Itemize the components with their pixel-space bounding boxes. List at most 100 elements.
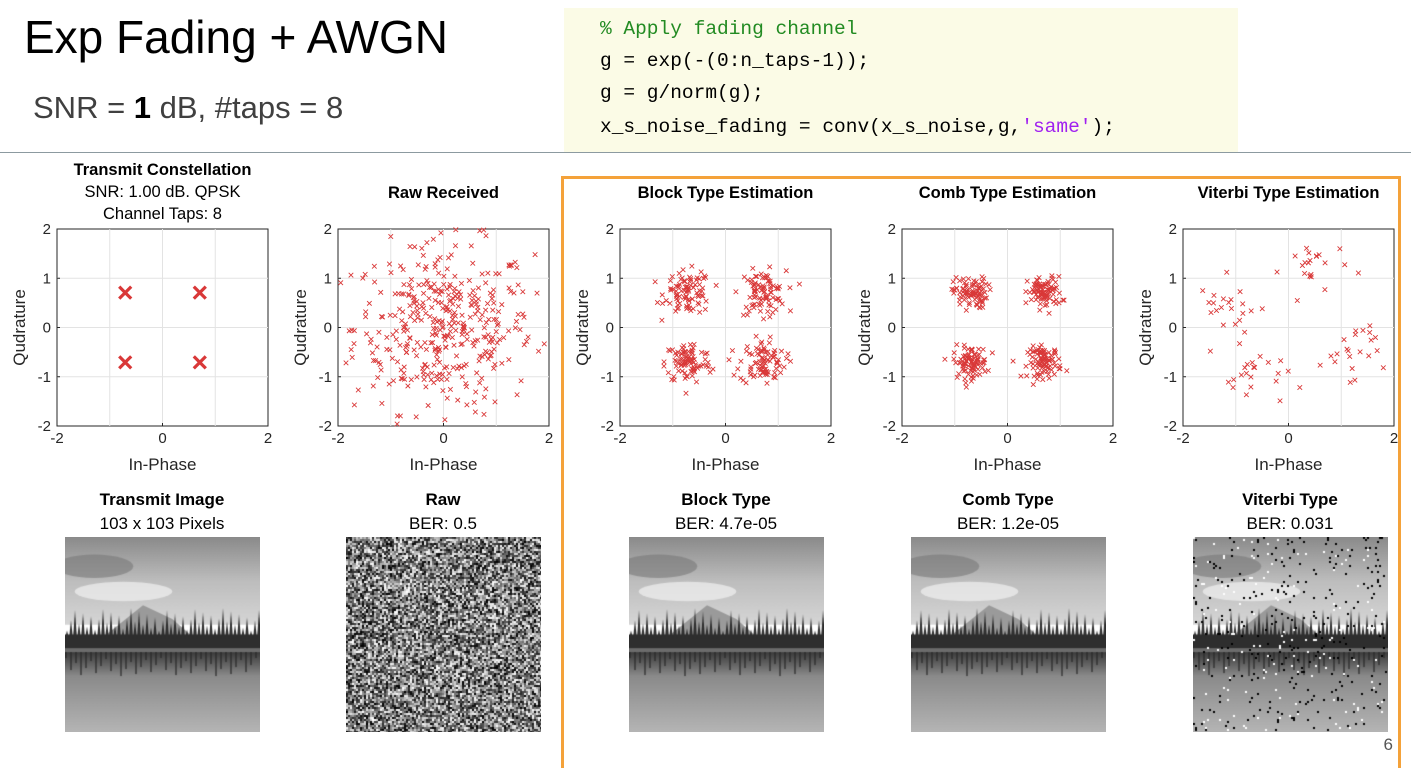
data-point bbox=[481, 411, 487, 417]
data-point bbox=[400, 266, 406, 273]
data-point bbox=[410, 309, 416, 316]
data-point bbox=[678, 362, 684, 368]
data-point bbox=[671, 377, 677, 383]
data-point bbox=[775, 286, 781, 292]
data-point bbox=[470, 288, 476, 294]
data-point bbox=[744, 343, 750, 350]
data-point bbox=[492, 361, 498, 368]
data-point bbox=[449, 334, 455, 341]
data-point bbox=[423, 263, 429, 270]
chart-title: Channel Taps: 8 bbox=[103, 205, 222, 223]
data-point bbox=[452, 243, 459, 249]
data-point bbox=[951, 356, 957, 362]
data-point bbox=[978, 283, 985, 289]
data-point bbox=[397, 342, 403, 348]
code-snippet: % Apply fading channel g = exp(-(0:n_taps… bbox=[564, 8, 1238, 152]
data-point bbox=[683, 373, 690, 379]
y-tick-label: 2 bbox=[888, 221, 896, 238]
data-point bbox=[394, 359, 401, 365]
data-point bbox=[355, 387, 361, 393]
data-point bbox=[483, 233, 489, 239]
data-point bbox=[1047, 285, 1053, 292]
data-point bbox=[1033, 291, 1039, 298]
data-point bbox=[1048, 352, 1054, 359]
data-point bbox=[437, 288, 444, 294]
data-point bbox=[454, 366, 461, 372]
data-point bbox=[686, 298, 692, 304]
data-point bbox=[979, 365, 986, 371]
data-point bbox=[667, 300, 673, 307]
data-point bbox=[981, 359, 987, 366]
data-point bbox=[449, 313, 455, 319]
data-point bbox=[750, 283, 756, 289]
data-point bbox=[670, 286, 676, 293]
data-point bbox=[1046, 349, 1052, 356]
data-point bbox=[1273, 378, 1279, 384]
data-point bbox=[472, 311, 478, 317]
data-point bbox=[452, 273, 458, 279]
data-point bbox=[771, 353, 778, 360]
data-point bbox=[493, 328, 499, 335]
data-point bbox=[761, 286, 767, 292]
image-title: Viterbi Type bbox=[1242, 490, 1338, 509]
data-point bbox=[970, 369, 976, 375]
data-point bbox=[1248, 308, 1254, 314]
data-point bbox=[726, 357, 732, 363]
data-point bbox=[698, 363, 704, 369]
data-point bbox=[453, 353, 460, 359]
data-point bbox=[400, 324, 407, 331]
decoded-image bbox=[346, 537, 541, 732]
data-point bbox=[389, 355, 395, 361]
data-point bbox=[438, 300, 445, 306]
data-point bbox=[659, 292, 665, 298]
data-point bbox=[961, 368, 967, 374]
data-point bbox=[779, 301, 785, 307]
data-point bbox=[675, 302, 681, 308]
data-point bbox=[520, 289, 526, 295]
data-point bbox=[351, 402, 358, 408]
data-point bbox=[420, 300, 426, 306]
data-point bbox=[963, 384, 969, 390]
data-point bbox=[523, 338, 530, 345]
data-point bbox=[766, 340, 773, 346]
data-point bbox=[1228, 305, 1235, 312]
data-point bbox=[474, 370, 480, 376]
data-point bbox=[965, 276, 972, 282]
data-point bbox=[1031, 281, 1037, 287]
x-tick-label: 0 bbox=[1003, 430, 1011, 447]
data-point bbox=[404, 327, 411, 333]
y-tick-label: -1 bbox=[883, 369, 896, 386]
data-point bbox=[960, 276, 967, 282]
y-tick-label: 2 bbox=[1169, 221, 1177, 238]
data-point bbox=[426, 284, 433, 291]
data-point bbox=[697, 288, 703, 294]
data-point bbox=[508, 289, 514, 295]
data-point bbox=[1046, 310, 1052, 316]
data-point bbox=[484, 300, 491, 307]
data-point bbox=[1368, 337, 1374, 343]
data-point bbox=[673, 363, 679, 369]
data-point bbox=[970, 375, 976, 381]
code-text: x_s_noise_fading = conv(x_s_noise,g, bbox=[600, 116, 1022, 138]
data-point bbox=[683, 356, 689, 363]
data-point bbox=[445, 292, 452, 298]
data-point bbox=[427, 313, 433, 320]
data-point bbox=[420, 290, 427, 296]
data-point bbox=[499, 301, 505, 308]
data-point bbox=[489, 295, 495, 302]
x-tick-label: -2 bbox=[1176, 430, 1189, 447]
data-point bbox=[1037, 301, 1043, 307]
data-point bbox=[491, 346, 497, 352]
data-point bbox=[683, 390, 689, 396]
data-point bbox=[1049, 356, 1056, 362]
data-point bbox=[444, 395, 450, 401]
data-point bbox=[965, 352, 971, 358]
decoded-image bbox=[1193, 537, 1388, 732]
data-point bbox=[412, 317, 418, 324]
data-point bbox=[777, 370, 784, 376]
data-point bbox=[1047, 295, 1053, 302]
data-point bbox=[773, 285, 780, 291]
data-point bbox=[1043, 363, 1049, 369]
data-point bbox=[772, 375, 778, 381]
y-tick-label: 2 bbox=[43, 221, 51, 238]
